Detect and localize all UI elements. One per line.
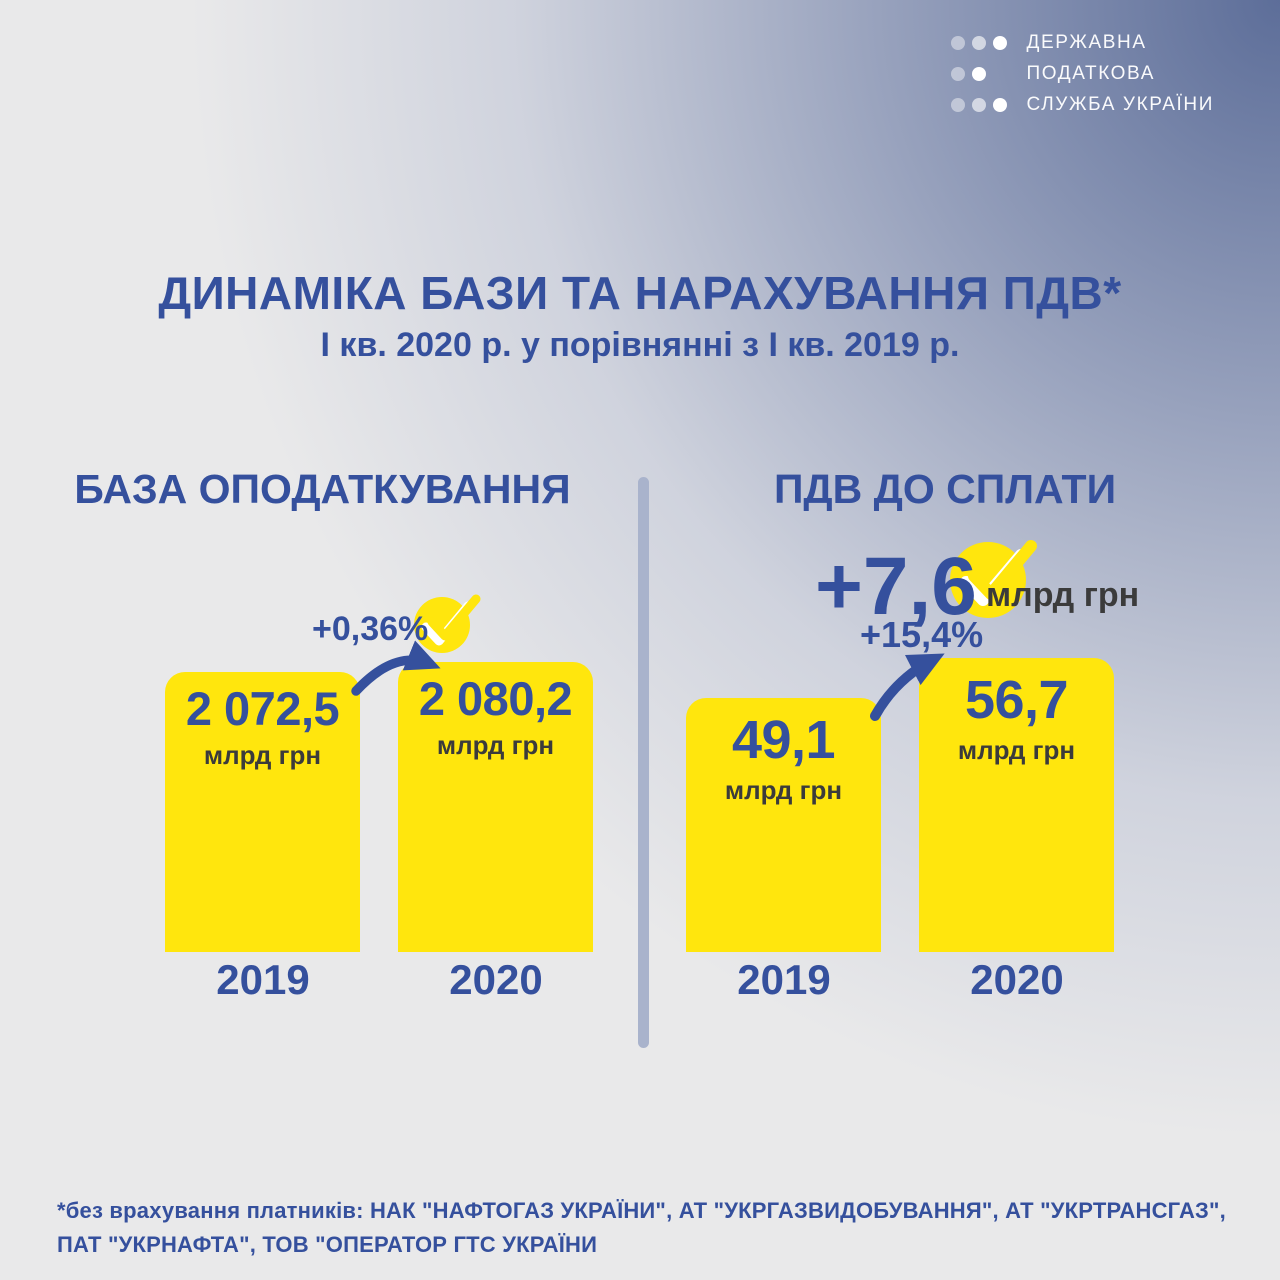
vertical-divider	[638, 477, 649, 1048]
footnote: *без врахування платників: НАК "НАФТОГАЗ…	[57, 1198, 1226, 1258]
bar-vat-2019: 49,1 млрд грн	[686, 698, 881, 952]
bar-unit: млрд грн	[203, 740, 322, 770]
logo-dots-icon	[950, 36, 1013, 50]
logo-line: СЛУЖБА УКРАЇНИ	[1026, 94, 1214, 115]
logo-line: ДЕРЖАВНА	[1026, 32, 1147, 53]
change-percent-left: +0,36%	[312, 610, 429, 648]
bar-value: 56,7	[964, 670, 1069, 730]
bar-base-2020: 2 080,2 млрд грн	[398, 662, 593, 952]
logo-dot	[950, 98, 965, 112]
bar-unit: млрд грн	[436, 730, 555, 760]
page-title: ДИНАМІКА БАЗИ ТА НАРАХУВАННЯ ПДВ*	[158, 267, 1122, 319]
page-subtitle: І кв. 2020 р. у порівнянні з І кв. 2019 …	[320, 326, 960, 364]
year-label: 2020	[970, 956, 1064, 1003]
year-label: 2019	[737, 956, 831, 1003]
left-chart-title: БАЗА ОПОДАТКУВАННЯ	[74, 466, 571, 512]
logo-dot	[971, 67, 986, 81]
logo-dot	[992, 98, 1007, 112]
year-label: 2019	[216, 956, 310, 1003]
bar-unit: млрд грн	[957, 735, 1076, 765]
right-chart-title: ПДВ ДО СПЛАТИ	[773, 466, 1117, 512]
logo-dot	[971, 98, 986, 112]
logo-dots-icon	[950, 98, 1013, 112]
bar-value: 49,1	[731, 710, 836, 770]
logo-dot	[992, 36, 1007, 50]
bar-vat-2020: 56,7 млрд грн	[919, 658, 1114, 952]
logo-dot	[971, 36, 986, 50]
logo-dot	[950, 36, 965, 50]
bar-base-2019: 2 072,5 млрд грн	[165, 672, 360, 952]
logo-row: ДЕРЖАВНА	[950, 32, 1214, 54]
change-percent-right: +15,4%	[860, 614, 984, 655]
tax-service-logo: ДЕРЖАВНА ПОДАТКОВА СЛУЖБА УКРАЇНИ	[950, 32, 1214, 125]
year-label: 2020	[449, 956, 543, 1003]
logo-line: ПОДАТКОВА	[1026, 63, 1155, 84]
bar-value: 2 080,2	[418, 672, 573, 725]
logo-dot	[950, 67, 965, 81]
logo-row: ПОДАТКОВА	[950, 63, 1214, 85]
bar-value: 2 072,5	[185, 682, 340, 735]
logo-row: СЛУЖБА УКРАЇНИ	[950, 94, 1214, 116]
change-unit-right: млрд грн	[986, 576, 1140, 614]
check-badge-icon	[938, 528, 1048, 632]
change-value-right: +7,6	[815, 541, 977, 632]
logo-dots-icon	[950, 67, 1013, 81]
bar-unit: млрд грн	[724, 775, 843, 805]
